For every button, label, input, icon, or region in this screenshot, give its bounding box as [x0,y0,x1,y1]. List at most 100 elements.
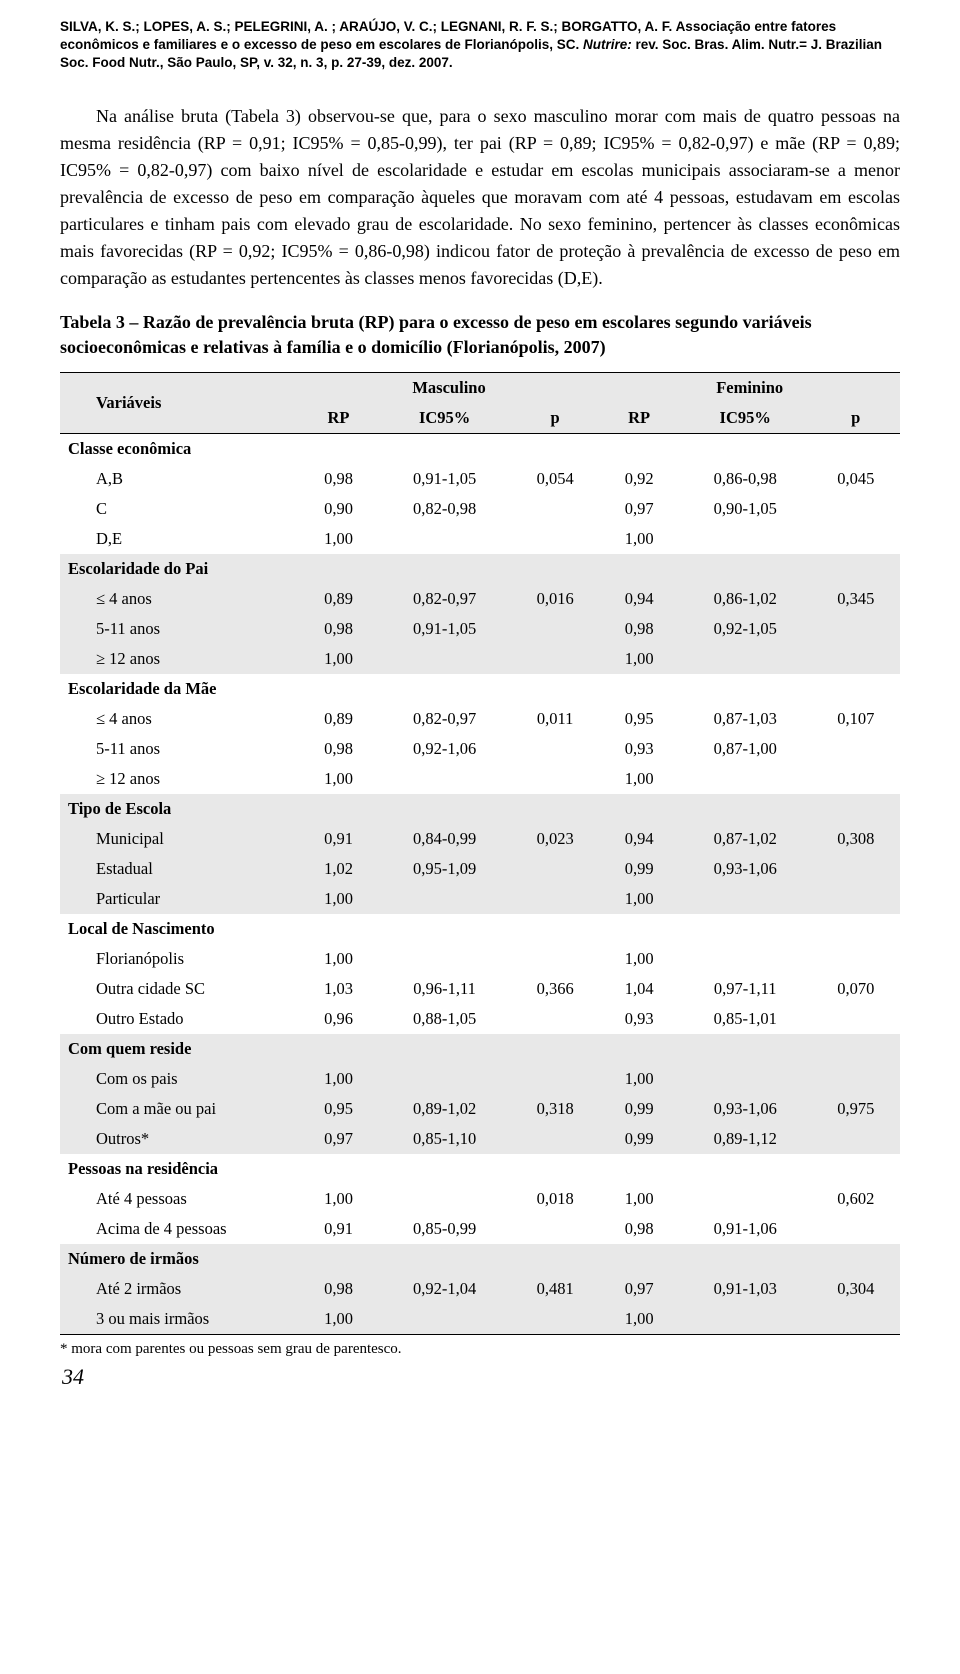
cell-f-rp: 0,97 [599,1274,679,1304]
cell-m-p: 0,318 [511,1094,599,1124]
cell-f-ic: 0,93-1,06 [679,854,812,884]
cell-m-p: 0,016 [511,584,599,614]
cell-m-p [511,524,599,554]
cell-m-ic: 0,91-1,05 [378,464,511,494]
cell-f-rp: 0,94 [599,584,679,614]
cell-m-rp: 1,02 [299,854,379,884]
table-body: Classe econômicaA,B0,980,91-1,050,0540,9… [60,434,900,1335]
row-label: A,B [60,464,299,494]
cell-f-ic: 0,87-1,00 [679,734,812,764]
cell-f-ic: 0,86-1,02 [679,584,812,614]
cell-m-p [511,1304,599,1335]
citation-journal-italic: Nutrire: [583,37,632,52]
cell-f-p [812,1004,900,1034]
cell-f-rp: 0,92 [599,464,679,494]
cell-m-ic: 0,89-1,02 [378,1094,511,1124]
paragraph-text: Na análise bruta (Tabela 3) observou-se … [60,106,900,288]
header-masculino: Masculino [299,373,600,404]
cell-m-ic [378,1304,511,1335]
row-label: 5-11 anos [60,734,299,764]
cell-f-p [812,1304,900,1335]
cell-f-p [812,524,900,554]
cell-m-rp: 0,96 [299,1004,379,1034]
cell-f-rp: 0,94 [599,824,679,854]
row-label: Até 4 pessoas [60,1184,299,1214]
cell-f-p [812,1214,900,1244]
row-label: Com os pais [60,1064,299,1094]
cell-f-rp: 0,95 [599,704,679,734]
row-label: ≤ 4 anos [60,704,299,734]
cell-f-p [812,944,900,974]
row-label: Outra cidade SC [60,974,299,1004]
cell-f-rp: 0,99 [599,1124,679,1154]
data-table: Variáveis Masculino Feminino RP IC95% p … [60,372,900,1335]
cell-m-p [511,854,599,884]
cell-f-p: 0,045 [812,464,900,494]
row-label: 3 ou mais irmãos [60,1304,299,1335]
body-paragraph: Na análise bruta (Tabela 3) observou-se … [60,103,900,292]
cell-f-p: 0,308 [812,824,900,854]
citation-authors: SILVA, K. S.; LOPES, A. S.; PELEGRINI, A… [60,19,672,34]
cell-f-p [812,1064,900,1094]
row-label: Particular [60,884,299,914]
cell-m-ic: 0,82-0,97 [378,704,511,734]
cell-m-ic [378,1184,511,1214]
cell-f-rp: 1,00 [599,944,679,974]
cell-m-ic [378,944,511,974]
header-m-rp: RP [299,403,379,434]
cell-m-rp: 0,98 [299,734,379,764]
row-label: Outros* [60,1124,299,1154]
group-header: Escolaridade do Pai [60,554,900,584]
cell-f-ic: 0,90-1,05 [679,494,812,524]
cell-m-rp: 0,98 [299,1274,379,1304]
cell-m-p: 0,011 [511,704,599,734]
cell-m-rp: 1,00 [299,764,379,794]
cell-f-ic: 0,92-1,05 [679,614,812,644]
page-number: 34 [60,1364,900,1390]
cell-f-ic [679,764,812,794]
group-header: Número de irmãos [60,1244,900,1274]
cell-m-rp: 1,00 [299,644,379,674]
table-footnote: * mora com parentes ou pessoas sem grau … [60,1341,900,1358]
header-variaveis: Variáveis [60,373,299,434]
cell-m-p [511,1124,599,1154]
cell-f-ic: 0,93-1,06 [679,1094,812,1124]
cell-f-rp: 0,98 [599,1214,679,1244]
cell-f-p: 0,975 [812,1094,900,1124]
cell-f-rp: 1,00 [599,644,679,674]
row-label: D,E [60,524,299,554]
cell-f-ic: 0,87-1,02 [679,824,812,854]
cell-f-rp: 0,93 [599,734,679,764]
cell-m-ic: 0,96-1,11 [378,974,511,1004]
cell-f-rp: 1,00 [599,884,679,914]
cell-m-ic [378,1064,511,1094]
cell-m-ic: 0,85-0,99 [378,1214,511,1244]
header-m-ic: IC95% [378,403,511,434]
cell-f-ic [679,644,812,674]
cell-m-rp: 1,00 [299,944,379,974]
cell-m-ic [378,524,511,554]
table-caption-lead: Tabela 3 – [60,312,143,332]
cell-m-ic [378,884,511,914]
cell-f-ic [679,944,812,974]
group-header: Pessoas na residência [60,1154,900,1184]
cell-f-ic: 0,87-1,03 [679,704,812,734]
cell-f-rp: 1,00 [599,524,679,554]
cell-m-rp: 0,89 [299,584,379,614]
cell-m-ic: 0,88-1,05 [378,1004,511,1034]
row-label: Até 2 irmãos [60,1274,299,1304]
cell-f-ic: 0,97-1,11 [679,974,812,1004]
cell-m-rp: 0,90 [299,494,379,524]
cell-f-ic: 0,91-1,03 [679,1274,812,1304]
row-label: ≤ 4 anos [60,584,299,614]
cell-f-p [812,884,900,914]
cell-m-ic: 0,82-0,98 [378,494,511,524]
cell-f-p [812,854,900,884]
cell-f-rp: 1,00 [599,1064,679,1094]
cell-m-ic [378,764,511,794]
citation-header: SILVA, K. S.; LOPES, A. S.; PELEGRINI, A… [60,18,900,73]
cell-m-rp: 1,00 [299,1304,379,1335]
group-header: Com quem reside [60,1034,900,1064]
cell-m-p: 0,054 [511,464,599,494]
page-container: SILVA, K. S.; LOPES, A. S.; PELEGRINI, A… [0,0,960,1410]
